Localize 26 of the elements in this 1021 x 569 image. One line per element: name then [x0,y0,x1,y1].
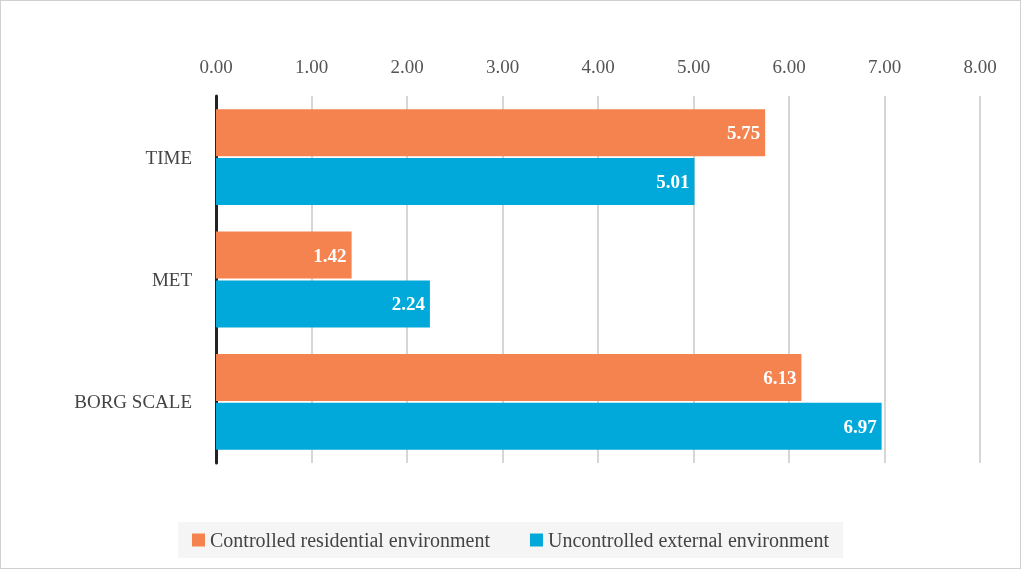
x-tick-label: 6.00 [772,56,806,77]
data-label: 6.13 [763,366,797,388]
y-tick-label: MET [151,269,193,290]
y-tick-label: TIME [145,146,192,168]
legend-label: Uncontrolled external environment [547,529,830,551]
x-tick-label: 7.00 [867,56,902,77]
x-tick-label: 4.00 [581,56,615,77]
x-tick-label: 2.00 [390,56,424,77]
data-label: 1.42 [313,244,347,266]
bar [216,231,352,279]
data-label: 5.01 [656,171,690,193]
data-label: 6.97 [843,415,878,437]
x-tick-label: 1.00 [294,56,329,77]
bar [216,280,430,328]
data-label: 5.75 [726,122,761,144]
bar [216,158,695,206]
legend-label: Controlled residential environment [210,529,491,551]
x-tick-label: 3.00 [485,56,520,77]
x-tick-label: 8.00 [963,56,997,77]
data-label: 2.24 [391,293,426,315]
bar [216,109,766,157]
x-tick-label: 0.00 [199,56,233,77]
bar [216,402,882,450]
y-tick-label: BORG SCALE [74,391,192,413]
bar [216,353,802,401]
x-tick-label: 5.00 [676,56,711,77]
